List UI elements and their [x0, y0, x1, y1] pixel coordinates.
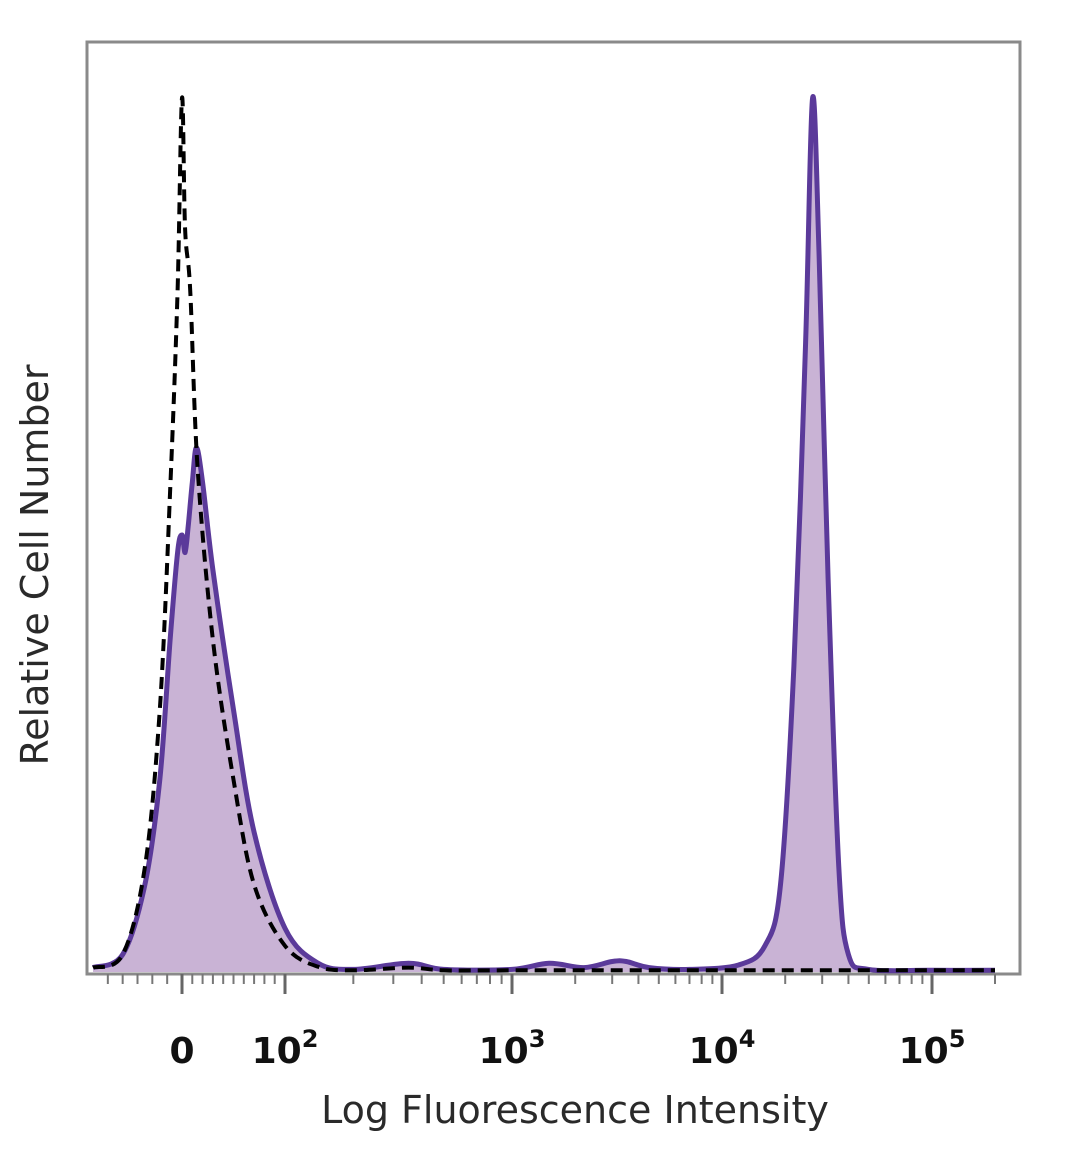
stained-histogram-fill	[93, 96, 995, 972]
x-axis-label: Log Fluorescence Intensity	[321, 1088, 829, 1132]
x-axis-ticks	[106, 974, 996, 994]
x-tick-label: 102	[252, 1025, 319, 1072]
control-histogram-line	[92, 95, 995, 973]
x-tick-labels: 0 102 103 104 105	[169, 1025, 965, 1072]
stained-histogram-line	[91, 93, 996, 974]
y-axis-label: Relative Cell Number	[13, 364, 57, 765]
x-tick-label: 104	[689, 1025, 756, 1072]
plot-frame	[85, 40, 1022, 976]
x-tick-label: 105	[899, 1025, 966, 1072]
x-tick-label: 103	[479, 1025, 546, 1072]
x-tick-label: 0	[169, 1031, 194, 1072]
series-group	[91, 93, 996, 974]
